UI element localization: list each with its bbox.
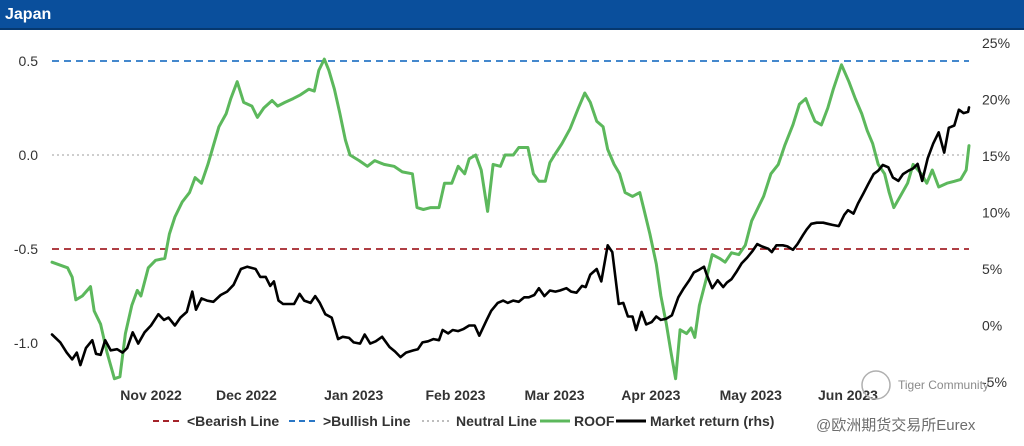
y-right-tick-label: 20%	[982, 92, 1010, 108]
legend-label-1: >Bullish Line	[323, 413, 411, 429]
legend-label-3: ROOF	[574, 413, 615, 429]
watermark-logo-icon	[861, 370, 891, 400]
x-tick-label: Jan 2023	[324, 387, 383, 403]
y-right-tick-label: 10%	[982, 205, 1010, 221]
y-right-tick-label: 15%	[982, 148, 1010, 164]
chart-title-bar: Japan	[0, 0, 1024, 30]
x-tick-label: Apr 2023	[621, 387, 680, 403]
x-tick-label: May 2023	[720, 387, 782, 403]
chart-title: Japan	[5, 6, 52, 23]
legend-label-4: Market return (rhs)	[650, 413, 774, 429]
y-right-tick-label: -5%	[982, 374, 1007, 390]
roof-series-line	[50, 57, 971, 381]
y-left-tick-label: 0.0	[19, 147, 39, 163]
market-return-series-line	[50, 106, 971, 367]
y-left-tick-label: -0.5	[14, 241, 38, 257]
reference-lines	[52, 60, 969, 250]
watermark-text: Tiger Community	[898, 378, 989, 392]
x-tick-label: Jun 2023	[818, 387, 878, 403]
legend-label-0: <Bearish Line	[187, 413, 279, 429]
watermark: Tiger Community @欧洲期货交易所Eurex	[816, 370, 989, 434]
x-tick-label: Feb 2023	[426, 387, 486, 403]
x-tick-label: Mar 2023	[525, 387, 585, 403]
watermark-source: @欧洲期货交易所Eurex	[816, 416, 976, 434]
y-right-tick-label: 25%	[982, 35, 1010, 51]
legend-label-2: Neutral Line	[456, 413, 537, 429]
y-right-tick-label: 5%	[982, 261, 1002, 277]
x-tick-label: Nov 2022	[120, 387, 182, 403]
x-tick-label: Dec 2022	[216, 387, 277, 403]
y-right-tick-label: 0%	[982, 318, 1002, 334]
y-left-tick-label: -1.0	[14, 335, 38, 351]
y-left-tick-label: 0.5	[19, 53, 39, 69]
legend: <Bearish Line >Bullish Line Neutral Line RO…	[153, 413, 774, 429]
data-series	[50, 57, 971, 381]
axes: 0.5 0.0 -0.5 -1.0 25% 20% 15% 10% 5% 0% -5% Nov 202…	[14, 35, 1010, 403]
